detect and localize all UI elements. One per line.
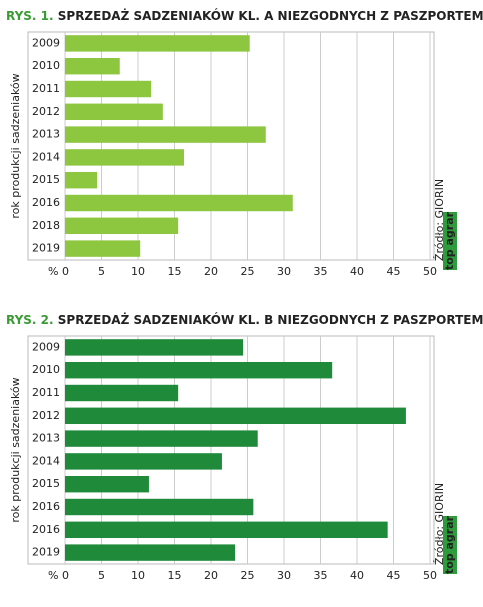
y-tick-label: 2019 (32, 546, 60, 559)
y-tick-label: 2011 (32, 386, 60, 399)
x-tick-label: 10 (131, 265, 145, 278)
x-tick-label: 5 (98, 265, 105, 278)
source-note: Źródło: GIORIN (433, 179, 446, 261)
x-tick-label: 35 (314, 569, 328, 582)
x-tick-label: 25 (241, 569, 255, 582)
bar (65, 521, 388, 539)
y-tick-label: 2018 (32, 219, 60, 232)
y-tick-label: 2016 (32, 500, 60, 513)
bar (65, 103, 163, 121)
y-tick-label: 2019 (32, 242, 60, 255)
x-tick-label: 45 (387, 265, 401, 278)
y-tick-label: 2013 (32, 128, 60, 141)
bar (65, 475, 149, 493)
bar (65, 498, 254, 516)
x-tick-label: 5 (98, 569, 105, 582)
x-tick-label: 50 (423, 265, 437, 278)
plot-frame (27, 31, 435, 261)
bar (65, 171, 98, 189)
y-tick-label: 2009 (32, 36, 60, 49)
x-tick-label: 45 (387, 569, 401, 582)
figure-label: RYS. 2. (6, 313, 54, 327)
y-tick-label: 2012 (32, 105, 60, 118)
chart-title: RYS. 1. SPRZEDAŻ SADZENIAKÓW KL. A NIEZG… (6, 8, 483, 23)
logo-box (443, 516, 457, 574)
bar (65, 384, 179, 402)
x-tick-label: 40 (350, 569, 364, 582)
x-tick-label: 30 (277, 569, 291, 582)
figure-label: RYS. 1. (6, 9, 54, 23)
x-tick-label: % 0 (48, 265, 69, 278)
y-tick-label: 2016 (32, 523, 60, 536)
bar (65, 149, 184, 166)
x-tick-label: 30 (277, 265, 291, 278)
plot-frame (27, 335, 435, 565)
source-note: Źródło: GIORIN (433, 483, 446, 565)
bar (65, 240, 141, 257)
bar (65, 217, 179, 235)
y-tick-label: 2013 (32, 432, 60, 445)
x-tick-label: 25 (241, 265, 255, 278)
chart-title: RYS. 2. SPRZEDAŻ SADZENIAKÓW KL. B NIEZG… (6, 312, 483, 327)
y-axis-label: rok produkcji sadzeniaków (9, 377, 22, 522)
logo-box (443, 212, 457, 270)
y-tick-label: 2012 (32, 409, 60, 422)
bar (65, 544, 236, 561)
y-tick-label: 2014 (32, 150, 60, 163)
y-tick-label: 2015 (32, 477, 60, 490)
y-tick-label: 2010 (32, 363, 60, 376)
bar (65, 453, 222, 470)
x-tick-label: 10 (131, 569, 145, 582)
title-text: SPRZEDAŻ SADZENIAKÓW KL. A NIEZGODNYCH Z… (58, 8, 483, 23)
x-tick-label: % 0 (48, 569, 69, 582)
bar (65, 194, 293, 212)
x-tick-label: 20 (204, 265, 218, 278)
y-axis-label: rok produkcji sadzeniaków (9, 73, 22, 218)
x-tick-label: 20 (204, 569, 218, 582)
y-tick-label: 2016 (32, 196, 60, 209)
x-tick-label: 50 (423, 569, 437, 582)
bar (65, 126, 266, 143)
y-tick-label: 2009 (32, 340, 60, 353)
bar (65, 361, 333, 379)
bar (65, 80, 152, 98)
logo: top agrar (443, 515, 456, 574)
bar (65, 430, 258, 447)
title-text: SPRZEDAŻ SADZENIAKÓW KL. B NIEZGODNYCH Z… (58, 312, 483, 327)
logo: top agrar (443, 211, 456, 270)
x-tick-label: 35 (314, 265, 328, 278)
x-tick-label: 15 (168, 569, 182, 582)
y-tick-label: 2011 (32, 82, 60, 95)
y-tick-label: 2015 (32, 173, 60, 186)
y-tick-label: 2014 (32, 454, 60, 467)
bar (65, 35, 250, 52)
x-tick-label: 40 (350, 265, 364, 278)
bar (65, 339, 244, 356)
bar (65, 57, 120, 75)
x-tick-label: 15 (168, 265, 182, 278)
bar (65, 407, 406, 425)
y-tick-label: 2010 (32, 59, 60, 72)
